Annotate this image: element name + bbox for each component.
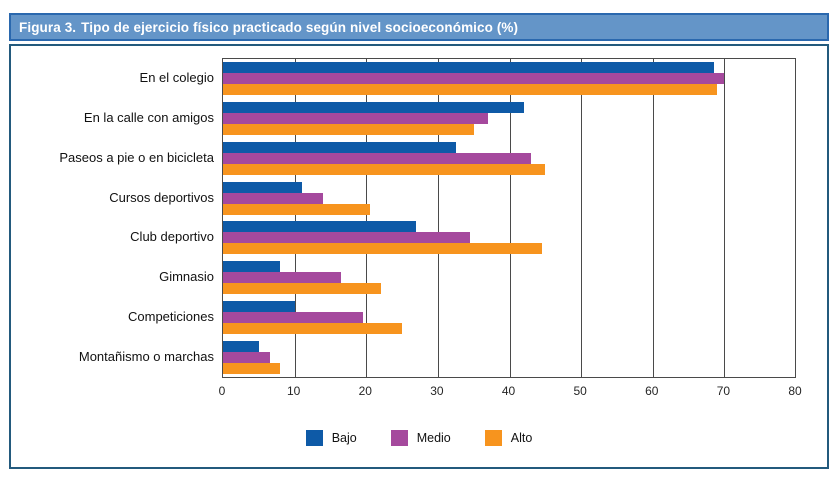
bar-medio [223,232,471,244]
legend-swatch-bajo [305,430,323,446]
bar-group-3 [223,139,796,179]
bar-alto [223,243,542,255]
x-tick-label-60: 60 [645,384,659,398]
bar-medio [223,152,531,164]
gridline-50 [581,59,583,377]
gridline-20 [366,59,368,377]
category-label: En la calle con amigos [83,110,214,126]
x-tick-label-80: 80 [788,384,802,398]
bar-medio [223,192,324,204]
bar-alto [223,124,474,136]
bar-alto [223,283,381,295]
bar-medio [223,113,488,125]
bar-bajo [223,62,714,74]
bar-alto [223,163,546,175]
bar-group-1 [223,59,796,99]
category-label: Paseos a pie o en bicicleta [59,149,214,165]
bar-bajo [223,261,281,273]
gridline-70 [724,59,726,377]
category-axis: En el colegio En la calle con amigos Paseo… [19,58,214,376]
bar-bajo [223,340,259,352]
x-axis-ticks: 0 10 20 30 40 50 60 70 80 [218,384,802,400]
bar-bajo [223,221,417,233]
bar-group-6 [223,258,796,298]
category-label: Competiciones [128,308,214,324]
bar-medio [223,311,363,323]
bar-group-7 [223,298,796,338]
legend-label: Alto [510,431,533,445]
bar-group-4 [223,178,796,218]
category-label: Club deportivo [130,229,214,245]
legend-label: Bajo [331,431,357,445]
category-label: En el colegio [139,70,214,86]
legend: Bajo Medio Alto [11,430,827,446]
bar-group-8 [223,337,796,377]
category-label: Montañismo o marchas [78,348,214,364]
bar-medio [223,351,270,363]
legend-label: Medio [416,431,451,445]
figure-title-prefix: Figura 3. [19,19,77,35]
category-label: Cursos deportivos [109,189,214,205]
bar-rows [223,59,796,377]
bar-alto [223,322,403,334]
legend-swatch-medio [390,430,408,446]
gridline-40 [509,59,511,377]
legend-item-bajo: Bajo [305,430,357,446]
bar-medio [223,272,342,284]
bar-bajo [223,181,302,193]
x-tick-label-40: 40 [501,384,516,398]
bar-bajo [223,141,456,153]
gridline-30 [437,59,439,377]
gridline-60 [652,59,654,377]
bar-group-5 [223,218,796,258]
gridline-80 [795,59,796,377]
x-tick-label-70: 70 [716,384,731,398]
bar-bajo [223,300,295,312]
bar-bajo [223,102,524,114]
bar-alto [223,203,370,215]
gridline-10 [294,59,296,377]
x-tick-label-20: 20 [358,384,372,398]
x-tick-label-30: 30 [430,384,444,398]
x-tick-label-0: 0 [218,384,226,398]
figure-title-bar: Figura 3. Tipo de ejercicio físico pract… [9,13,829,41]
legend-item-alto: Alto [484,430,533,446]
legend-swatch-alto [484,430,502,446]
bar-group-2 [223,99,796,139]
bar-medio [223,73,725,85]
plot-area [222,58,796,378]
x-tick-label-50: 50 [573,384,587,398]
figure-3: Figura 3. Tipo de ejercicio físico pract… [9,13,829,469]
category-label: Gimnasio [159,269,214,285]
legend-item-medio: Medio [390,430,451,446]
x-tick-label-10: 10 [286,384,301,398]
figure-title-text: Tipo de ejercicio físico practicado segú… [81,19,519,35]
bar-alto [223,362,281,374]
chart-container: En el colegio En la calle con amigos Paseo… [9,44,829,469]
bar-alto [223,84,718,96]
